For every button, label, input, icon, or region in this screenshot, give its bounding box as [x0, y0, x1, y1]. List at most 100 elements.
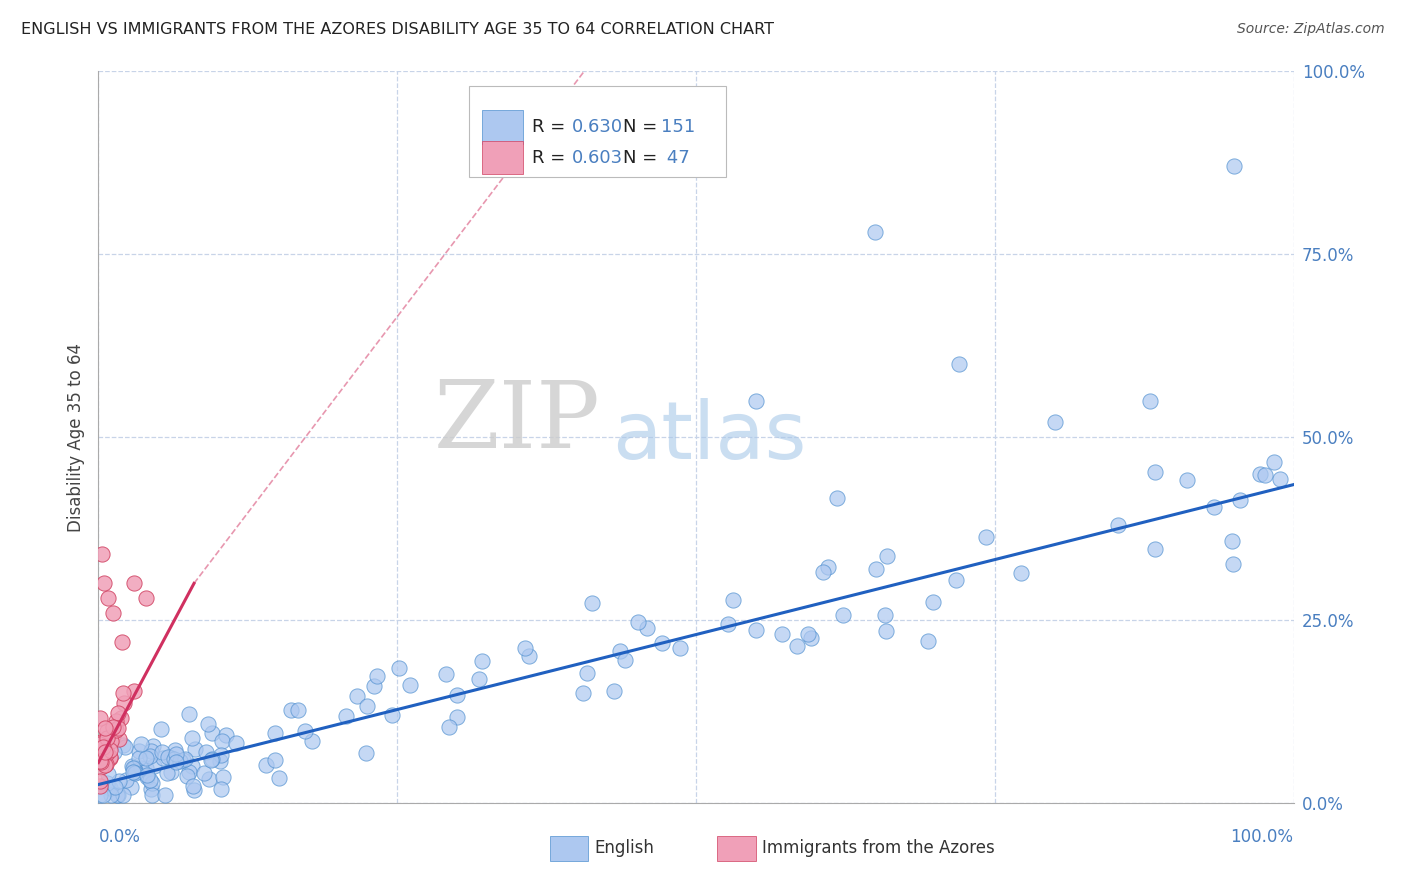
Text: 0.603: 0.603	[572, 149, 623, 167]
Text: 47: 47	[661, 149, 690, 167]
Point	[122, 764, 145, 779]
Point	[103, 745, 125, 759]
Point	[101, 606, 124, 620]
Point	[150, 723, 173, 737]
Point	[1268, 473, 1291, 487]
Point	[197, 717, 219, 731]
FancyBboxPatch shape	[482, 110, 523, 144]
Point	[107, 721, 129, 735]
Point	[194, 745, 217, 759]
Point	[90, 755, 112, 769]
Point	[468, 672, 491, 686]
Point	[96, 746, 118, 760]
Point	[212, 770, 235, 784]
Point	[120, 780, 142, 794]
Point	[124, 576, 146, 591]
Point	[225, 736, 247, 750]
Point	[135, 591, 157, 605]
Point	[354, 746, 377, 760]
Point	[136, 770, 159, 784]
Text: Immigrants from the Azores: Immigrants from the Azores	[762, 839, 994, 857]
Point	[90, 735, 112, 749]
Point	[1144, 465, 1167, 479]
Text: Source: ZipAtlas.com: Source: ZipAtlas.com	[1237, 22, 1385, 37]
Point	[150, 746, 173, 760]
Point	[264, 726, 287, 740]
Point	[745, 393, 768, 408]
Point	[800, 631, 823, 645]
Point	[1143, 542, 1166, 557]
Point	[301, 734, 323, 748]
Point	[111, 738, 134, 752]
Point	[96, 723, 118, 738]
Point	[1263, 455, 1285, 469]
Point	[91, 746, 114, 760]
Point	[181, 780, 204, 794]
Point	[108, 773, 131, 788]
Point	[294, 724, 316, 739]
Point	[1175, 474, 1198, 488]
Point	[865, 562, 887, 576]
FancyBboxPatch shape	[717, 836, 756, 861]
Point	[100, 789, 122, 803]
Point	[1139, 393, 1161, 408]
Point	[134, 751, 156, 765]
Point	[165, 747, 187, 761]
Text: English: English	[595, 839, 654, 857]
Point	[105, 714, 128, 729]
Point	[152, 750, 174, 764]
Point	[181, 731, 204, 745]
Point	[141, 744, 163, 758]
Point	[626, 615, 648, 629]
Point	[434, 667, 457, 681]
Point	[93, 748, 115, 763]
Point	[153, 789, 176, 803]
Point	[1220, 534, 1243, 549]
Point	[89, 747, 111, 761]
Point	[98, 781, 121, 796]
Point	[97, 767, 120, 781]
Point	[89, 750, 111, 764]
Point	[141, 776, 163, 790]
Point	[97, 591, 120, 605]
Point	[124, 683, 146, 698]
Point	[613, 653, 636, 667]
Point	[269, 771, 291, 785]
Point	[446, 710, 468, 724]
Point	[831, 608, 853, 623]
Point	[1202, 500, 1225, 514]
Point	[921, 595, 943, 609]
Point	[446, 688, 468, 702]
Point	[165, 755, 187, 769]
Point	[124, 765, 146, 780]
Point	[721, 593, 744, 607]
Point	[201, 752, 224, 766]
Point	[131, 761, 153, 775]
Point	[875, 624, 897, 639]
Point	[96, 731, 118, 745]
Point	[91, 547, 114, 561]
Point	[111, 635, 134, 649]
Point	[471, 654, 494, 668]
Point	[104, 780, 127, 794]
Point	[112, 789, 135, 803]
Point	[335, 708, 357, 723]
Point	[176, 769, 198, 783]
Point	[98, 751, 121, 765]
Point	[107, 706, 129, 721]
Point	[115, 772, 138, 787]
Point	[91, 739, 114, 754]
Point	[744, 624, 766, 638]
Point	[90, 749, 112, 764]
Point	[169, 754, 191, 768]
Point	[141, 788, 163, 802]
Point	[827, 491, 849, 505]
Text: atlas: atlas	[613, 398, 807, 476]
Point	[572, 686, 595, 700]
Point	[138, 749, 160, 764]
Point	[817, 559, 839, 574]
Point	[575, 666, 598, 681]
Point	[93, 746, 115, 760]
Point	[139, 782, 162, 797]
Point	[98, 742, 121, 756]
